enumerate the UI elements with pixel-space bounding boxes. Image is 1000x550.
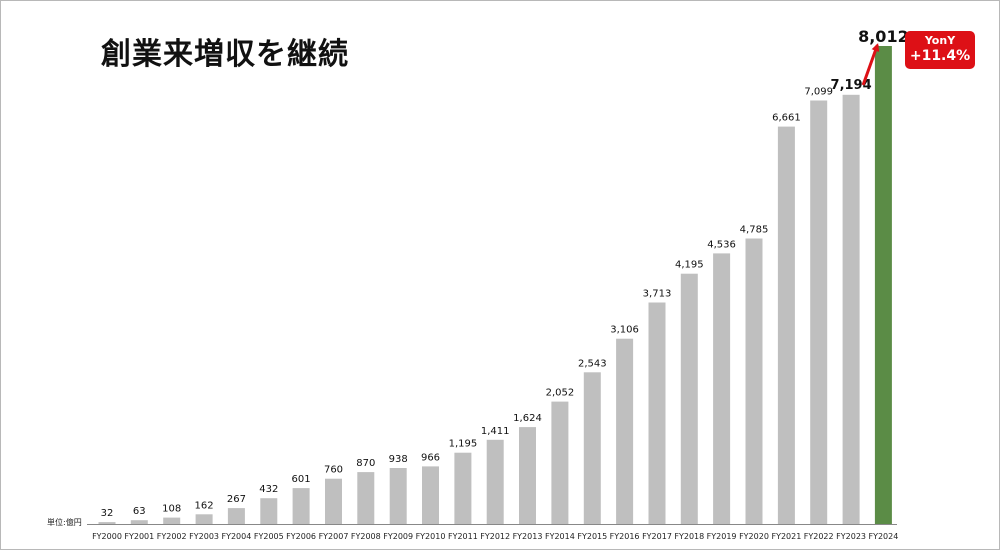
category-label-FY2001: FY2001 — [124, 532, 154, 541]
value-label-FY2001: 63 — [133, 506, 146, 517]
category-label-FY2016: FY2016 — [610, 532, 640, 541]
category-label-FY2002: FY2002 — [157, 532, 187, 541]
category-label-FY2022: FY2022 — [804, 532, 834, 541]
value-label-FY2009: 938 — [389, 454, 408, 465]
bar-FY2020 — [745, 238, 763, 524]
value-label-FY2018: 4,195 — [675, 260, 704, 271]
category-label-FY2020: FY2020 — [739, 532, 769, 541]
bar-FY2003 — [195, 514, 213, 524]
bar-FY2017 — [648, 302, 666, 524]
value-label-FY2003: 162 — [195, 500, 214, 511]
category-label-FY2014: FY2014 — [545, 532, 575, 541]
value-label-FY2020: 4,785 — [740, 225, 769, 236]
bar-FY2018 — [680, 273, 698, 524]
value-label-FY2013: 1,624 — [513, 413, 542, 424]
category-label-FY2009: FY2009 — [383, 532, 413, 541]
category-label-FY2018: FY2018 — [674, 532, 704, 541]
bar-FY2016 — [616, 338, 634, 524]
bar-FY2023 — [842, 94, 860, 525]
value-label-FY2022: 7,099 — [804, 87, 833, 98]
value-label-FY2024: 8,012 — [858, 27, 909, 46]
bar-FY2005 — [260, 498, 278, 524]
value-label-FY2016: 3,106 — [610, 325, 639, 336]
bar-FY2014 — [551, 401, 569, 524]
yoy-badge-label: YonY — [924, 34, 956, 47]
category-label-FY2000: FY2000 — [92, 532, 122, 541]
value-label-FY2017: 3,713 — [643, 289, 672, 300]
bar-FY2008 — [357, 472, 375, 524]
value-label-FY2006: 601 — [292, 474, 311, 485]
growth-arrow — [861, 43, 880, 86]
bar-FY2013 — [519, 427, 536, 524]
category-label-FY2011: FY2011 — [448, 532, 478, 541]
value-label-FY2021: 6,661 — [772, 113, 801, 124]
page-title: 創業来増収を継続 — [101, 37, 349, 72]
value-label-FY2010: 966 — [421, 452, 440, 463]
category-label-FY2024: FY2024 — [868, 532, 898, 541]
category-label-FY2023: FY2023 — [836, 532, 866, 541]
bar-FY2012 — [486, 439, 504, 524]
category-label-FY2008: FY2008 — [351, 532, 381, 541]
category-label-FY2015: FY2015 — [577, 532, 607, 541]
category-label-FY2007: FY2007 — [319, 532, 349, 541]
bar-FY2024 — [874, 46, 892, 524]
value-label-FY2004: 267 — [227, 494, 246, 505]
value-label-FY2002: 108 — [162, 504, 181, 515]
bar-FY2015 — [583, 372, 601, 524]
bar-FY2001 — [130, 520, 148, 524]
bar-FY2007 — [325, 478, 342, 524]
category-label-FY2006: FY2006 — [286, 532, 316, 541]
value-label-FY2011: 1,195 — [449, 439, 478, 450]
value-label-FY2014: 2,052 — [546, 388, 575, 399]
category-label-FY2012: FY2012 — [480, 532, 510, 541]
value-label-FY2023: 7,194 — [831, 78, 872, 93]
yoy-badge: YonY +11.4% — [905, 31, 975, 69]
yoy-badge-value: +11.4% — [909, 48, 971, 64]
bar-FY2006 — [292, 488, 310, 524]
value-label-FY2019: 4,536 — [707, 239, 736, 250]
category-label-FY2021: FY2021 — [771, 532, 801, 541]
category-label-FY2010: FY2010 — [416, 532, 446, 541]
category-label-FY2019: FY2019 — [707, 532, 737, 541]
bar-FY2019 — [713, 253, 731, 524]
category-label-FY2003: FY2003 — [189, 532, 219, 541]
bar-FY2002 — [163, 517, 181, 524]
bar-FY2022 — [810, 100, 828, 524]
bar-FY2004 — [227, 508, 245, 524]
category-label-FY2017: FY2017 — [642, 532, 672, 541]
category-label-FY2005: FY2005 — [254, 532, 284, 541]
value-label-FY2007: 760 — [324, 465, 343, 476]
value-label-FY2015: 2,543 — [578, 358, 607, 369]
bar-FY2010 — [422, 466, 439, 524]
value-label-FY2012: 1,411 — [481, 426, 510, 437]
bar-FY2011 — [454, 452, 472, 524]
value-label-FY2008: 870 — [356, 458, 375, 469]
bar-FY2021 — [777, 126, 795, 524]
unit-label: 単位:億円 — [47, 518, 82, 527]
value-label-FY2005: 432 — [259, 484, 278, 495]
value-label-FY2000: 32 — [101, 508, 114, 519]
category-label-FY2004: FY2004 — [221, 532, 251, 541]
category-label-FY2013: FY2013 — [513, 532, 543, 541]
bar-FY2009 — [389, 468, 407, 524]
bar-FY2000 — [98, 522, 116, 524]
